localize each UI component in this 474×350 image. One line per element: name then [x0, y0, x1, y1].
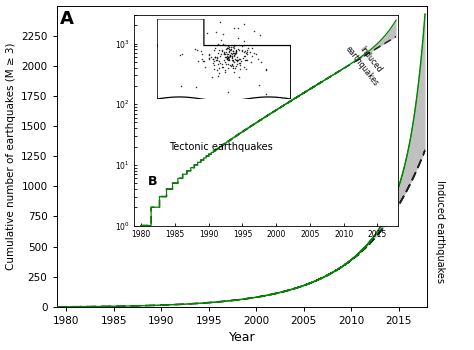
- Text: Induced earthquakes: Induced earthquakes: [435, 180, 445, 283]
- X-axis label: Year: Year: [228, 331, 255, 344]
- Y-axis label: Cumulative number of earthquakes (M ≥ 3): Cumulative number of earthquakes (M ≥ 3): [6, 42, 16, 270]
- Text: A: A: [60, 10, 74, 28]
